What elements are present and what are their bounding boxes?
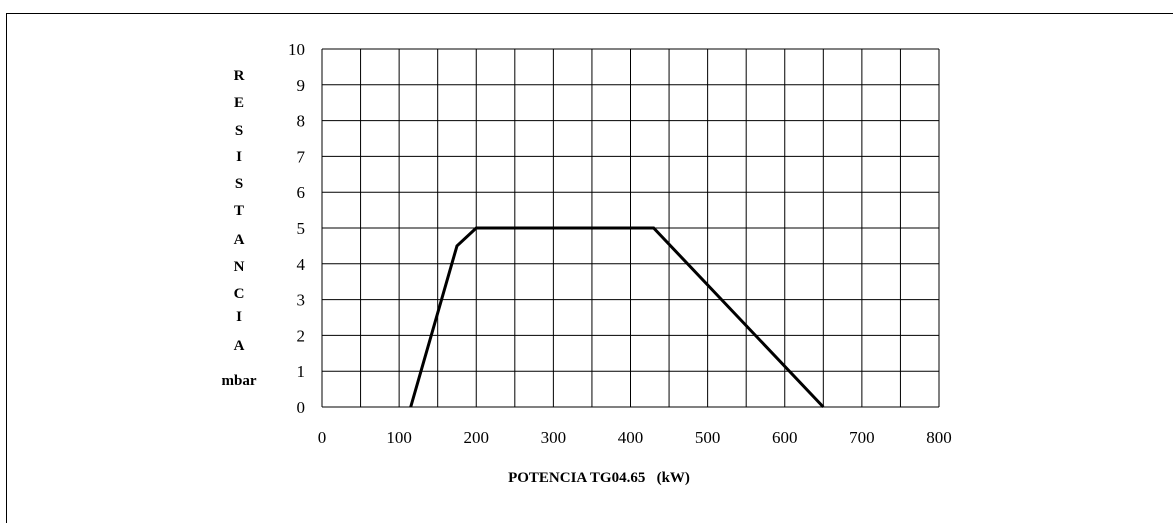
y-tick-label: 5 (297, 219, 306, 238)
x-tick-label: 300 (541, 428, 567, 447)
y-axis-title-letter: S (235, 123, 243, 139)
y-tick-labels: 0 1 2 3 4 5 6 7 8 9 10 (288, 40, 306, 417)
y-tick-label: 3 (297, 291, 306, 310)
y-axis-title-letter: E (234, 95, 244, 111)
x-tick-label: 600 (772, 428, 798, 447)
series-layer (409, 226, 825, 409)
y-tick-label: 2 (297, 326, 306, 345)
x-tick-label: 700 (849, 428, 875, 447)
y-tick-label: 6 (297, 183, 306, 202)
x-tick-label: 400 (618, 428, 644, 447)
chart: 0 100 200 300 400 500 600 700 800 0 1 2 3 4 5 6 7 8 9 10 R… (222, 40, 952, 486)
y-tick-label: 8 (297, 112, 306, 131)
y-tick-label: 0 (297, 398, 306, 417)
x-axis-title: POTENCIA TG04.65 (kW) (508, 470, 690, 486)
x-tick-labels: 0 100 200 300 400 500 600 700 800 (318, 428, 952, 447)
y-tick-label: 7 (297, 147, 306, 166)
x-tick-label: 500 (695, 428, 721, 447)
y-axis-title-letter: A (234, 338, 245, 354)
y-tick-label: 1 (297, 362, 306, 381)
x-tick-label: 0 (318, 428, 327, 447)
series-line (409, 226, 825, 409)
y-axis-title-letter: R (234, 68, 245, 84)
chart-frame (6, 13, 1173, 523)
y-axis-title-letter: C (234, 286, 245, 302)
y-axis-title-letter: S (235, 176, 243, 192)
y-axis-title-letter: A (234, 232, 245, 248)
y-tick-label: 10 (288, 40, 305, 59)
y-axis-title-letter: N (234, 259, 245, 275)
y-axis-title-letter: T (234, 203, 244, 219)
x-tick-label: 100 (386, 428, 412, 447)
y-tick-label: 9 (297, 76, 306, 95)
y-axis-title-letter: I (236, 309, 242, 325)
x-tick-label: 800 (926, 428, 952, 447)
y-tick-label: 4 (297, 255, 306, 274)
y-axis-title-letter: I (236, 149, 242, 165)
y-axis-unit: mbar (222, 373, 257, 389)
x-tick-label: 200 (464, 428, 490, 447)
